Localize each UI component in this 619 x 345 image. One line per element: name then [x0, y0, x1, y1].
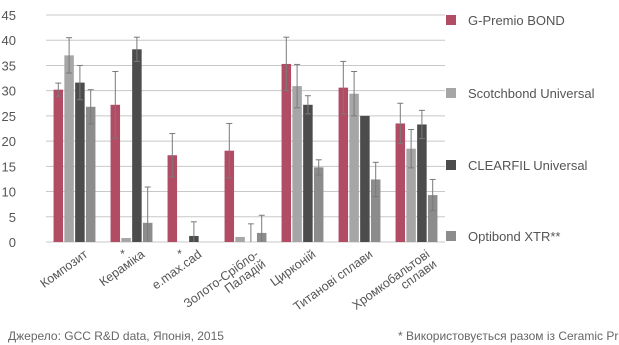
- legend-label: G-Premio BOND: [468, 12, 565, 28]
- footnote: * Використовується разом із Ceramic Prim…: [398, 329, 619, 343]
- bar: [313, 167, 324, 242]
- bar: [53, 89, 64, 242]
- bar: [427, 195, 438, 242]
- legend-swatch-clearfil: [446, 160, 456, 170]
- legend: G-Premio BOND Scotchbond Universal CLEAR…: [446, 0, 619, 260]
- error-bars: [55, 36, 436, 242]
- bar: [395, 123, 406, 242]
- bar: [167, 155, 178, 242]
- legend-item-optibond[interactable]: Optibond XTR**: [446, 228, 561, 244]
- bar: [110, 104, 121, 243]
- legend-item-scotchbond[interactable]: Scotchbond Universal: [446, 85, 594, 101]
- legend-item-clearfil[interactable]: CLEARFIL Universal: [446, 157, 587, 173]
- legend-label: CLEARFIL Universal: [468, 157, 588, 173]
- y-tick-label: 20: [2, 134, 16, 149]
- y-axis-ticks: 0 5 10 15 20 25 30 35 40 45: [2, 8, 16, 250]
- bar: [121, 237, 131, 242]
- category-markers: * *: [120, 247, 182, 261]
- y-tick-label: 15: [2, 159, 16, 174]
- bar: [224, 150, 235, 242]
- category-marker: *: [120, 247, 125, 261]
- y-tick-label: 30: [2, 84, 16, 99]
- y-tick-label: 5: [9, 210, 16, 225]
- x-tick-label: Композит: [38, 247, 91, 291]
- legend-label: Scotchbond Universal: [468, 85, 595, 101]
- y-tick-label: 35: [2, 58, 16, 73]
- x-axis-ticks: Композит Кераміка e.max.cadЗолото-Срібло-П…: [38, 247, 440, 314]
- legend-swatch-scotchbond: [446, 88, 456, 98]
- y-tick-label: 40: [2, 33, 16, 48]
- bar: [349, 93, 359, 243]
- legend-swatch-g-premio: [446, 15, 456, 25]
- bar: [406, 148, 416, 242]
- y-tick-label: 0: [9, 235, 16, 250]
- bar: [85, 106, 96, 242]
- bar: [292, 86, 302, 242]
- bar: [75, 82, 85, 243]
- bar: [303, 104, 313, 243]
- legend-item-g-premio[interactable]: G-Premio BOND: [446, 12, 565, 28]
- bar: [281, 63, 292, 243]
- category-marker: *: [177, 247, 182, 261]
- bar: [417, 124, 427, 242]
- y-tick-label: 10: [2, 185, 16, 200]
- grid-lines: [46, 14, 445, 243]
- bar: [370, 179, 381, 242]
- bar-marks: [53, 49, 438, 243]
- x-tick-label-line: Цирконій: [268, 247, 319, 289]
- bar: [360, 115, 370, 242]
- legend-swatch-optibond: [446, 231, 456, 241]
- y-tick-label: 45: [2, 8, 16, 23]
- x-tick-label: Цирконій: [268, 247, 319, 289]
- y-tick-label: 25: [2, 109, 16, 124]
- bar: [64, 55, 74, 242]
- bar-chart: 0 5 10 15 20 25 30 35 40 45 Композит Кераміка e.max…: [2, 8, 445, 314]
- source-note: Джерело: GCC R&D data, Японія, 2015: [8, 329, 224, 343]
- legend-label: Optibond XTR**: [468, 228, 561, 244]
- bar: [338, 87, 349, 242]
- x-tick-label-line: Композит: [38, 247, 91, 291]
- bar: [235, 236, 245, 242]
- bar: [132, 49, 142, 243]
